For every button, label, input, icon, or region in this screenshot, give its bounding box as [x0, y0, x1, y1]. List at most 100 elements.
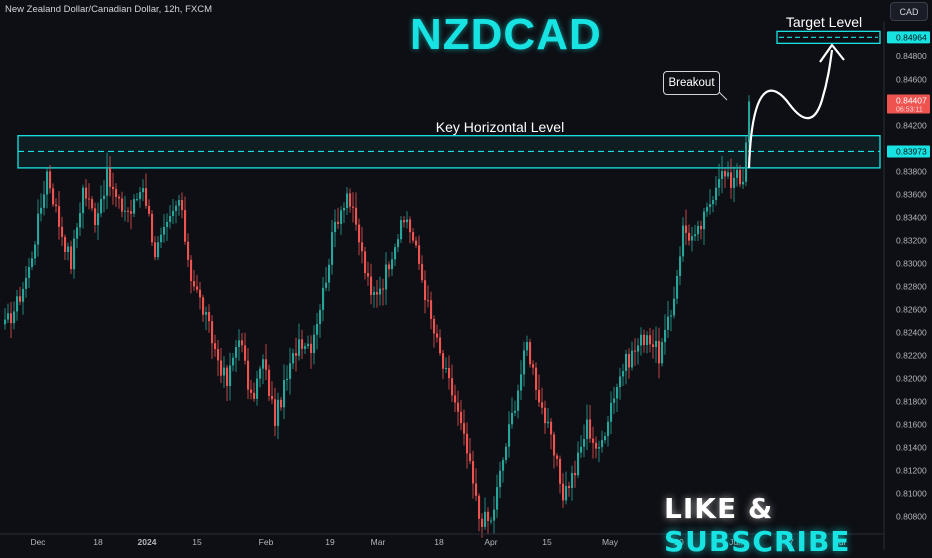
candle-body — [406, 219, 409, 223]
candle-body — [487, 511, 490, 521]
candle — [328, 258, 331, 292]
candle — [367, 261, 370, 286]
candle — [604, 432, 607, 444]
candle-body — [595, 442, 598, 449]
y-tick-label: 0.81200 — [896, 466, 927, 476]
candle-body — [517, 390, 520, 411]
candle-body — [124, 210, 127, 212]
candle-body — [370, 276, 373, 295]
candle — [223, 356, 226, 388]
candle-body — [160, 234, 163, 243]
candle-body — [109, 167, 112, 187]
candle-body — [631, 350, 634, 368]
candle-body — [4, 319, 7, 325]
candle — [571, 465, 574, 501]
candle-body — [592, 438, 595, 443]
candle — [742, 168, 745, 190]
target-price-tag: 0.84964 — [896, 32, 927, 42]
candle — [517, 384, 520, 419]
candle-body — [475, 483, 478, 496]
candle — [73, 229, 76, 279]
candle-body — [34, 244, 37, 259]
candle — [406, 211, 409, 229]
candle-body — [442, 353, 445, 369]
candle — [217, 339, 220, 377]
candle-body — [409, 219, 412, 233]
candle-body — [97, 213, 100, 226]
candle-body — [172, 210, 175, 217]
candle-body — [67, 246, 70, 252]
candle-body — [79, 213, 82, 228]
candle — [586, 404, 589, 450]
candle-body — [619, 376, 622, 388]
candle — [442, 349, 445, 380]
candle-body — [433, 318, 436, 334]
y-tick-label: 0.80800 — [896, 512, 927, 522]
candle-body — [304, 346, 307, 349]
candle-body — [748, 101, 751, 143]
candle — [745, 136, 748, 187]
candle — [52, 183, 55, 207]
candle — [454, 384, 457, 413]
candle-body — [667, 316, 670, 330]
candle — [145, 173, 148, 209]
y-tick-label: 0.81600 — [896, 420, 927, 430]
x-tick-label: 15 — [192, 537, 202, 547]
candle-body — [19, 296, 22, 302]
candle-body — [385, 264, 388, 290]
currency-button[interactable]: CAD — [890, 2, 928, 21]
candle-body — [211, 321, 214, 344]
candle — [409, 216, 412, 244]
candle — [157, 236, 160, 261]
candle-body — [301, 339, 304, 349]
candle — [514, 400, 517, 417]
candle — [730, 158, 733, 199]
candle — [76, 222, 79, 249]
candle-body — [292, 353, 295, 364]
candle-body — [391, 259, 394, 270]
candle-body — [583, 438, 586, 447]
candle-body — [589, 419, 592, 439]
candle — [103, 180, 106, 213]
candle-body — [94, 208, 97, 226]
candle — [460, 400, 463, 431]
candle — [148, 199, 151, 217]
candle-body — [229, 365, 232, 387]
candle-body — [559, 458, 562, 484]
breakout-callout: Breakout — [663, 71, 720, 95]
candle-body — [481, 518, 484, 527]
candle — [43, 180, 46, 216]
candle-body — [526, 342, 529, 351]
candle-body — [520, 374, 523, 391]
candle-body — [352, 206, 355, 208]
candle — [352, 192, 355, 223]
candle — [124, 196, 127, 222]
candle — [19, 286, 22, 306]
candle-body — [274, 399, 277, 426]
candle — [349, 188, 352, 213]
candle — [670, 309, 673, 332]
y-tick-label: 0.82400 — [896, 328, 927, 338]
candle — [82, 184, 85, 229]
candle-body — [28, 266, 31, 278]
y-tick-label: 0.83800 — [896, 166, 927, 176]
candle — [430, 291, 433, 330]
candle-body — [340, 210, 343, 224]
candle — [142, 179, 145, 202]
candle — [739, 165, 742, 188]
candle-body — [148, 205, 151, 214]
candle — [616, 383, 619, 412]
projection-arrow-head — [819, 43, 845, 63]
candle-body — [154, 242, 157, 258]
candle — [346, 187, 349, 215]
candle-body — [157, 242, 160, 258]
candle-body — [142, 188, 145, 193]
candle — [289, 347, 292, 395]
candle — [202, 294, 205, 322]
candle — [598, 440, 601, 463]
candle — [235, 340, 238, 372]
candle-body — [202, 297, 205, 315]
candle — [31, 251, 34, 270]
